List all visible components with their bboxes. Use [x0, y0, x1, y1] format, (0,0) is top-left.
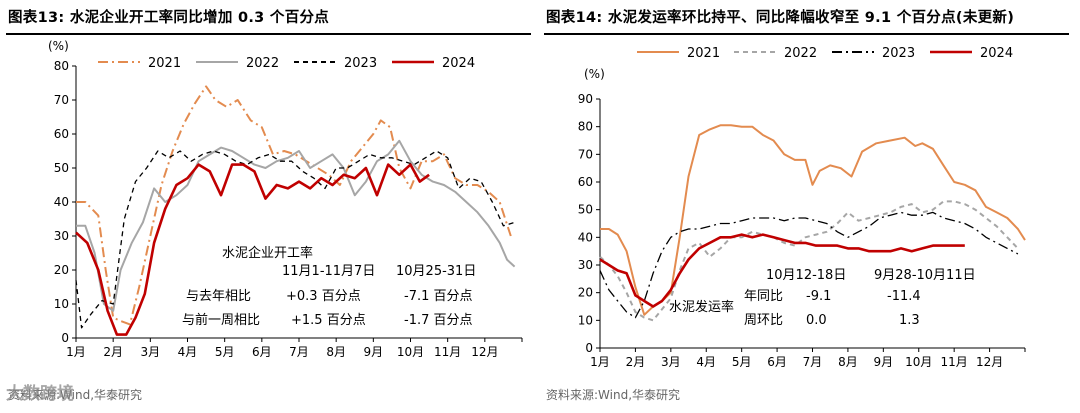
y-axis-unit-label: (%) [584, 67, 605, 81]
y-tick-label: 90 [578, 92, 593, 106]
left-chart-source: 资料来源:Wind,华泰研究 [8, 388, 143, 402]
y-tick-label: 70 [54, 93, 69, 107]
annotation-row1-v1: +0.3 百分点 [286, 289, 361, 304]
annotation-series-label: 水泥发运率 [669, 299, 734, 315]
y-tick-label: 10 [54, 297, 69, 311]
legend-label-2023: 2023 [344, 56, 377, 71]
x-tick-label: 3月 [661, 355, 681, 369]
series-line-2021 [76, 85, 512, 326]
x-tick-label: 2月 [103, 345, 123, 359]
x-tick-label: 12月 [471, 345, 498, 359]
x-tick-label: 5月 [215, 345, 235, 359]
x-tick-label: 2月 [626, 355, 646, 369]
y-tick-label: 30 [54, 229, 69, 243]
annotation-row2-v2: 1.3 [899, 313, 920, 328]
annotation-col1: 10月12-18日 [766, 268, 846, 283]
left-chart: 0 10 20 30 40 50 60 70 80 (%) 1月 2月 3月 4月 5月 6月 7月 8月 9月 10… [48, 39, 523, 359]
left-chart-panel: 图表13: 水泥企业开工率同比增加 0.3 个百分点 0 10 20 30 40 50 60… [6, 0, 531, 413]
x-tick-label: 9月 [874, 355, 894, 369]
y-tick-label: 80 [54, 59, 69, 73]
legend-label-2022: 2022 [784, 46, 817, 61]
x-tick-label: 4月 [696, 355, 716, 369]
series-line-2023 [75, 150, 515, 329]
annotation-row2-label: 周环比 [744, 313, 783, 328]
annotation-col2: 10月25-31日 [396, 264, 476, 279]
right-title-rule [544, 33, 1069, 35]
x-tick-label: 6月 [252, 345, 272, 359]
y-tick-label: 70 [578, 147, 593, 161]
series-line-2023 [599, 211, 1019, 319]
annotation-row2-v1: 0.0 [806, 313, 827, 328]
x-tick-label: 12月 [976, 355, 1003, 369]
x-tick-label: 7月 [803, 355, 823, 369]
series-line-2024 [599, 233, 965, 308]
x-tick-label: 10月 [397, 345, 424, 359]
y-tick-label: 20 [578, 286, 593, 300]
x-tick-label: 5月 [732, 355, 752, 369]
left-title-rule [6, 33, 531, 35]
annotation-col1: 11月1-11月7日 [282, 264, 375, 279]
legend-label-2024: 2024 [980, 46, 1013, 61]
series-line-2022 [76, 139, 516, 312]
annotation-row1-v2: -11.4 [887, 289, 921, 304]
series-line-2022 [599, 200, 1019, 322]
legend-label-2023: 2023 [882, 46, 915, 61]
y-tick-label: 40 [54, 195, 69, 209]
legend-label-2021: 2021 [148, 56, 181, 71]
legend-label-2022: 2022 [246, 56, 279, 71]
right-chart-source: 资料来源:Wind,华泰研究 [546, 388, 681, 402]
y-tick-label: 20 [54, 263, 69, 277]
y-tick-label: 10 [578, 313, 593, 327]
annotation-row1-label: 年同比 [744, 289, 783, 304]
x-tick-label: 10月 [905, 355, 932, 369]
x-tick-label: 7月 [289, 345, 309, 359]
y-tick-label: 40 [578, 230, 593, 244]
annotation-row2-v1: +1.5 百分点 [291, 313, 366, 328]
x-tick-label: 3月 [141, 345, 161, 359]
x-tick-label: 8月 [838, 355, 858, 369]
annotation-row2-v2: -1.7 百分点 [404, 313, 473, 328]
y-tick-label: 50 [54, 161, 69, 175]
series-line-2024 [75, 163, 430, 336]
annotation-row2-label: 与前一周相比 [182, 312, 260, 328]
annotation-row1-label: 与去年相比 [186, 289, 251, 304]
y-tick-label: 60 [578, 175, 593, 189]
y-tick-label: 0 [585, 341, 593, 355]
y-tick-label: 30 [578, 258, 593, 272]
x-tick-label: 11月 [941, 355, 968, 369]
y-axis-unit-label: (%) [48, 39, 69, 53]
left-chart-title: 图表13: 水泥企业开工率同比增加 0.3 个百分点 [8, 10, 330, 26]
x-tick-label: 9月 [364, 345, 384, 359]
watermark: 大数跨境 [6, 384, 74, 404]
x-tick-label: 4月 [178, 345, 198, 359]
annotation-col2: 9月28-10月11日 [874, 268, 976, 283]
legend-label-2021: 2021 [687, 46, 720, 61]
annotation-row1-v1: -9.1 [806, 289, 831, 304]
annotation-header: 水泥企业开工率 [222, 245, 313, 261]
y-tick-label: 0 [61, 331, 69, 345]
x-tick-label: 11月 [434, 345, 461, 359]
x-tick-label: 8月 [326, 345, 346, 359]
y-tick-label: 80 [578, 120, 593, 134]
y-tick-label: 60 [54, 127, 69, 141]
x-tick-label: 1月 [66, 345, 86, 359]
x-tick-label: 6月 [767, 355, 787, 369]
x-tick-label: 1月 [590, 355, 610, 369]
legend-label-2024: 2024 [442, 56, 475, 71]
right-chart: 0 10 20 30 40 50 60 70 80 90 (%) 1月 2月 3月 4月 5月 6月 7月 8月 9月… [578, 46, 1026, 369]
right-chart-title: 图表14: 水泥发运率环比持平、同比降幅收窄至 9.1 个百分点(未更新) [546, 10, 1015, 26]
annotation-row1-v2: -7.1 百分点 [404, 289, 473, 304]
y-tick-label: 50 [578, 203, 593, 217]
